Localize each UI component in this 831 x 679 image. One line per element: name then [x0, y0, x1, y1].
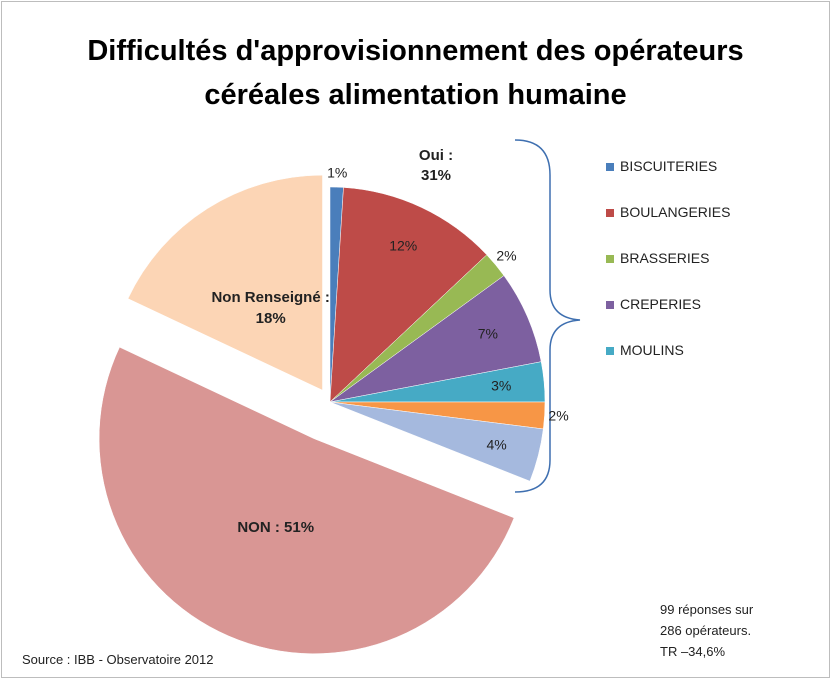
legend-swatch — [606, 301, 614, 309]
legend-label: BRASSERIES — [620, 250, 710, 266]
data-label: 1% — [327, 164, 348, 181]
pie-slice — [127, 174, 323, 391]
note: 99 réponses sur 286 opérateurs. TR –34,6… — [660, 602, 754, 659]
data-label: 3% — [491, 377, 512, 394]
chart-title: Difficultés d'approvisionnement des opér… — [87, 35, 744, 111]
legend-label: MOULINS — [620, 342, 684, 358]
data-label: 2% — [496, 247, 517, 264]
legend-label: BISCUITERIES — [620, 158, 718, 174]
data-label: NON : 51% — [237, 518, 315, 536]
data-label: 12% — [389, 237, 418, 254]
legend-swatch — [606, 347, 614, 355]
annotation: Oui : 31% — [418, 146, 454, 184]
legend-swatch — [606, 209, 614, 217]
legend-label: BOULANGERIES — [620, 204, 731, 220]
data-label: Non Renseigné : 18% — [211, 289, 330, 327]
pie-slice — [98, 346, 515, 654]
brace — [514, 139, 581, 493]
source: Source : IBB - Observatoire 2012 — [22, 652, 214, 667]
pie-slice — [329, 401, 544, 482]
pie-slice — [329, 187, 488, 403]
legend-label: CREPERIES — [620, 296, 701, 312]
data-label: 2% — [548, 407, 569, 424]
data-label: 4% — [486, 436, 507, 453]
legend-swatch — [606, 255, 614, 263]
data-label: 7% — [477, 325, 498, 342]
legend-swatch — [606, 163, 614, 171]
